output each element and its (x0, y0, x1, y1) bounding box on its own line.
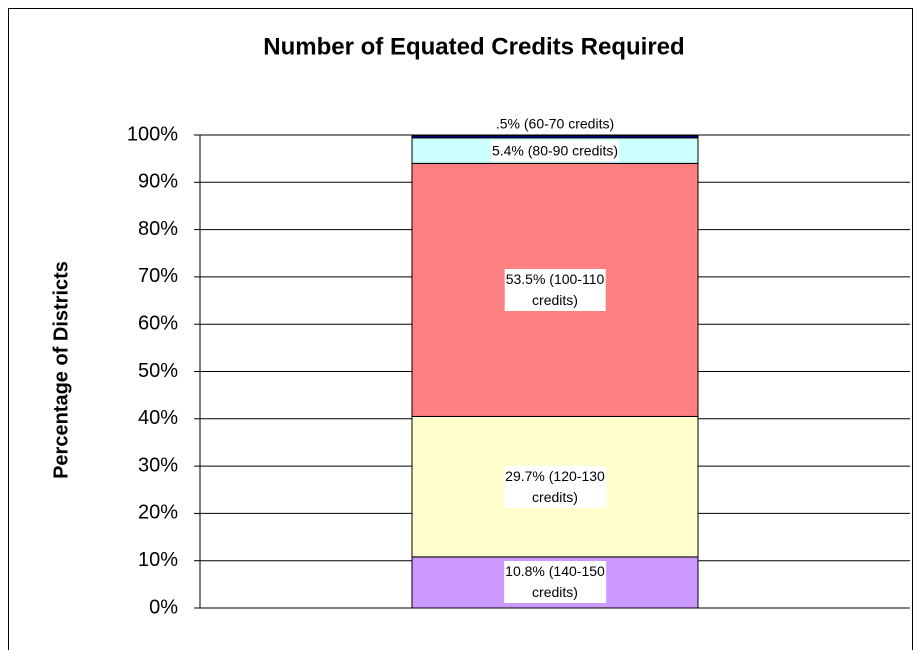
bar-segment (411, 134, 699, 139)
y-tick-label: 50% (138, 360, 178, 382)
y-tick-label: 20% (138, 502, 178, 524)
y-tick-label: 90% (138, 171, 178, 193)
y-tick-label: 100% (127, 123, 178, 145)
value-label: 29.7% (120-130 credits) (504, 465, 606, 508)
y-tick-label: 70% (138, 265, 178, 287)
y-tick-label: 40% (138, 407, 178, 429)
y-axis-label: Percentage of Districts (50, 261, 72, 479)
y-tick-label: 0% (149, 596, 178, 618)
value-label: .5% (60-70 credits) (494, 113, 616, 135)
value-label: 5.4% (80-90 credits) (490, 140, 620, 162)
y-tick-label: 60% (138, 312, 178, 334)
y-tick-label: 80% (138, 218, 178, 240)
y-tick-label: 10% (138, 549, 178, 571)
chart-title: Number of Equated Credits Required (263, 33, 684, 60)
value-label: 10.8% (140-150 credits) (504, 561, 606, 604)
value-label: 53.5% (100-110 credits) (504, 268, 606, 311)
y-tick-label: 30% (138, 454, 178, 476)
